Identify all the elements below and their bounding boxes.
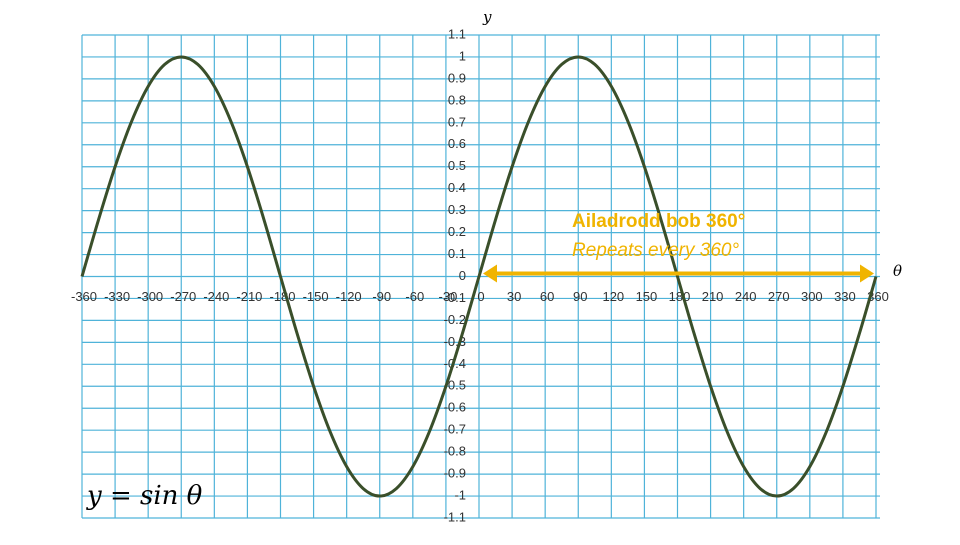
x-tick-label: -330: [104, 289, 130, 304]
x-tick-label: 180: [669, 289, 691, 304]
x-tick-label: 300: [801, 289, 823, 304]
y-tick-label: -0.7: [444, 422, 466, 437]
y-tick-label: -0.5: [444, 378, 466, 393]
x-tick-label: 270: [768, 289, 790, 304]
grid: [81, 34, 880, 519]
y-tick-label: 0.5: [448, 158, 466, 173]
x-tick-label: 90: [573, 289, 587, 304]
x-tick-label: -90: [372, 289, 391, 304]
y-tick-label: -0.2: [444, 312, 466, 327]
y-tick-label: -0.6: [444, 400, 466, 415]
x-tick-label: 60: [540, 289, 554, 304]
sine-curve: [80, 55, 878, 498]
x-tick-label: -120: [336, 289, 362, 304]
y-tick-label: -0.8: [444, 444, 466, 459]
x-tick-label: 0: [477, 289, 484, 304]
annotation: Ailadrodd bob 360°: [572, 211, 745, 232]
x-tick-label: -180: [269, 289, 295, 304]
formula: y = sin θ: [86, 481, 203, 511]
x-tick-label: -210: [236, 289, 262, 304]
x-tick-label: -300: [137, 289, 163, 304]
arrow-head: [483, 264, 497, 283]
x-tick-label: 240: [735, 289, 757, 304]
y-tick-label: 0.1: [448, 246, 466, 261]
x-tick-label: 120: [602, 289, 624, 304]
x-tick-label: -30: [439, 289, 458, 304]
x-tick-label: -270: [170, 289, 196, 304]
y-tick-label: 0: [459, 268, 466, 283]
y-tick-label: -1.1: [444, 509, 466, 524]
y-tick-label: 0.4: [448, 180, 466, 195]
y-tick-label: 0.2: [448, 224, 466, 239]
arrow-head: [860, 264, 874, 283]
x-tick-label: -150: [303, 289, 329, 304]
marks: [80, 55, 878, 498]
y-tick-label: 0.7: [448, 114, 466, 129]
x-axis-label: θ: [893, 262, 902, 280]
y-tick-label: 0.6: [448, 136, 466, 151]
x-tick-label: -360: [71, 289, 97, 304]
y-tick-label: 0.3: [448, 202, 466, 217]
y-tick-label: 0.8: [448, 92, 466, 107]
annotation: Repeats every 360°: [572, 240, 739, 261]
y-tick-label: 0.9: [448, 70, 466, 85]
ticks: -360 -330 -300 -270 -240 -210 -180 -150 -120 -90-…: [71, 26, 889, 524]
x-tick-label: -240: [203, 289, 229, 304]
y-tick-label: -1: [454, 487, 466, 502]
y-axis-label: y: [482, 8, 492, 26]
y-tick-label: -0.1: [444, 290, 466, 305]
x-tick-label: 150: [636, 289, 658, 304]
y-tick-label: 1.1: [448, 26, 466, 41]
x-tick-label: 210: [702, 289, 724, 304]
x-tick-label: 330: [834, 289, 856, 304]
x-tick-label: -60: [405, 289, 424, 304]
y-tick-label: 1: [459, 48, 466, 63]
y-tick-label: -0.9: [444, 466, 466, 481]
x-tick-label: 30: [507, 289, 521, 304]
